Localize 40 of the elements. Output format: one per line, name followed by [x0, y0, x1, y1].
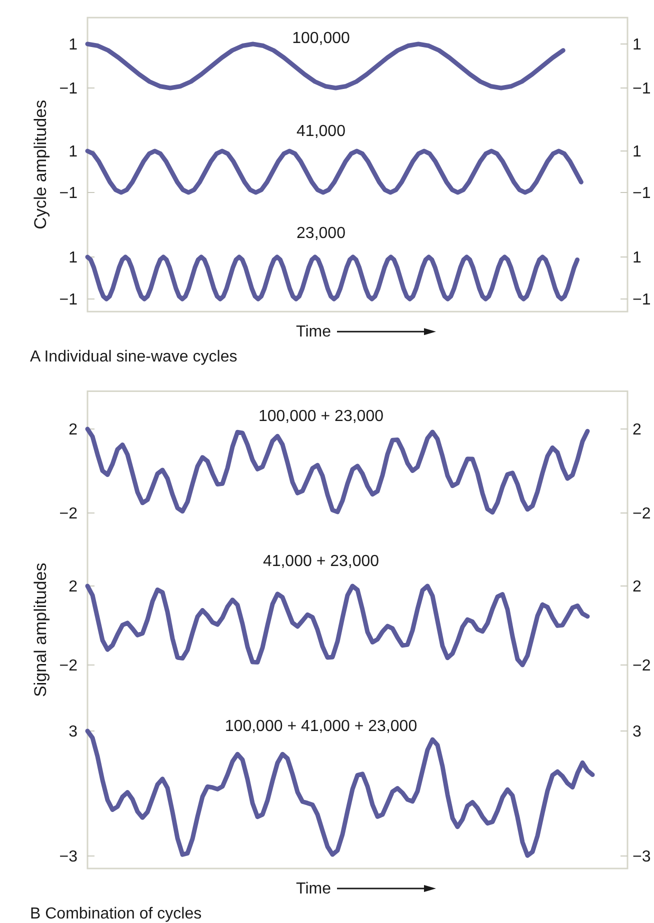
x-axis-title: Time	[296, 880, 332, 898]
y-tick-label: 3	[68, 724, 78, 741]
chart-title: 41,000	[296, 123, 346, 140]
y2-tick-label: −2	[632, 658, 651, 675]
y-tick-label: −3	[59, 848, 78, 866]
y2-tick-label: 1	[632, 36, 642, 54]
y-tick-label: −1	[59, 80, 78, 98]
chart-title: 100,000 + 41,000 + 23,000	[224, 718, 418, 735]
line-series	[85, 584, 590, 668]
y2-tick-label: 1	[632, 250, 642, 267]
y-tick-label: −1	[59, 185, 78, 202]
x-axis-title: Time	[296, 324, 332, 341]
line-series	[85, 426, 590, 515]
y2-tick-label: 1	[632, 144, 642, 161]
y2-tick-label: 2	[632, 422, 642, 439]
y2-tick-label: −2	[632, 506, 651, 523]
y2-tick-label: −1	[632, 292, 651, 309]
y-tick-label: −1	[59, 292, 78, 309]
text: 100,000	[292, 30, 350, 47]
y-tick-label: 1	[68, 36, 78, 54]
y2-tick-label: 3	[632, 724, 642, 741]
y-tick-label: −2	[59, 506, 78, 523]
y2-tick-label: −1	[632, 80, 651, 98]
y-tick-label: 2	[68, 422, 78, 439]
y2-tick-label: −1	[632, 185, 651, 202]
y-tick-label: 1	[68, 250, 78, 267]
y-tick-label: −2	[59, 658, 78, 675]
text: B Combination of cycles	[30, 906, 202, 922]
y-tick-label: 1	[68, 144, 78, 161]
y-axis-title: Signal amplitudes	[31, 562, 50, 697]
y-tick-label: 2	[68, 578, 78, 596]
line-series	[85, 148, 584, 195]
y2-tick-label: −3	[632, 848, 651, 866]
text: 100,000 + 23,000	[258, 408, 384, 425]
chart-title: 41,000 + 23,000	[262, 553, 380, 570]
line-series	[85, 254, 580, 302]
chart-title: 23,000	[296, 225, 346, 242]
y2-tick-label: 2	[632, 578, 642, 596]
y-axis-title: Cycle amplitudes	[31, 100, 50, 230]
text: A Individual sine-wave cycles	[30, 348, 238, 366]
